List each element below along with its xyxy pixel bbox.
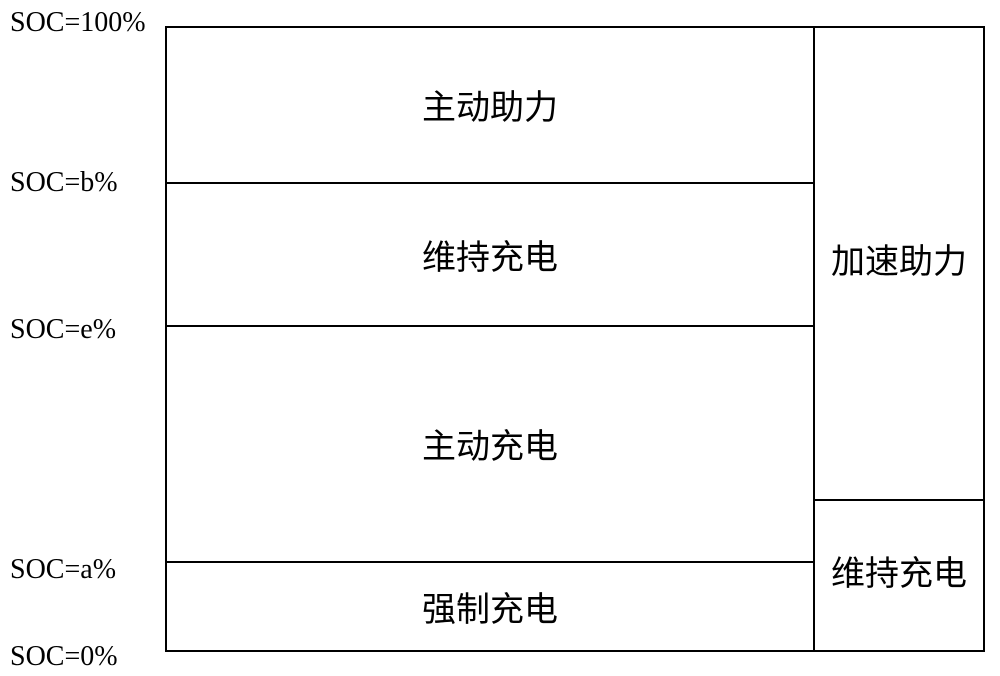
main-cell-label: 主动助力 xyxy=(422,80,558,129)
soc-diagram: SOC=100% SOC=b% SOC=e% SOC=a% SOC=0% 主动助… xyxy=(10,20,985,660)
main-column: 主动助力 维持充电 主动充电 强制充电 xyxy=(165,26,815,652)
main-cell-label: 强制充电 xyxy=(422,582,558,631)
main-cell-label: 主动充电 xyxy=(422,419,558,468)
right-column: 加速助力 维持充电 xyxy=(815,26,985,652)
y-label-a: SOC=a% xyxy=(10,554,116,586)
right-row-accel-assist: 加速助力 xyxy=(815,28,983,501)
main-cell-label: 维持充电 xyxy=(422,230,558,279)
y-label-e: SOC=e% xyxy=(10,314,116,346)
y-label-100: SOC=100% xyxy=(10,7,146,39)
right-cell-label: 维持充电 xyxy=(831,555,967,596)
y-label-b: SOC=b% xyxy=(10,167,118,199)
right-cell-label: 加速助力 xyxy=(831,243,967,284)
main-row-active-assist: 主动助力 xyxy=(167,28,813,184)
main-row-maintain-charge: 维持充电 xyxy=(167,184,813,327)
right-row-maintain-charge: 维持充电 xyxy=(815,501,983,650)
y-axis-labels: SOC=100% SOC=b% SOC=e% SOC=a% SOC=0% xyxy=(10,20,160,660)
main-row-active-charge: 主动充电 xyxy=(167,327,813,563)
main-row-force-charge: 强制充电 xyxy=(167,563,813,650)
y-label-0: SOC=0% xyxy=(10,641,118,673)
